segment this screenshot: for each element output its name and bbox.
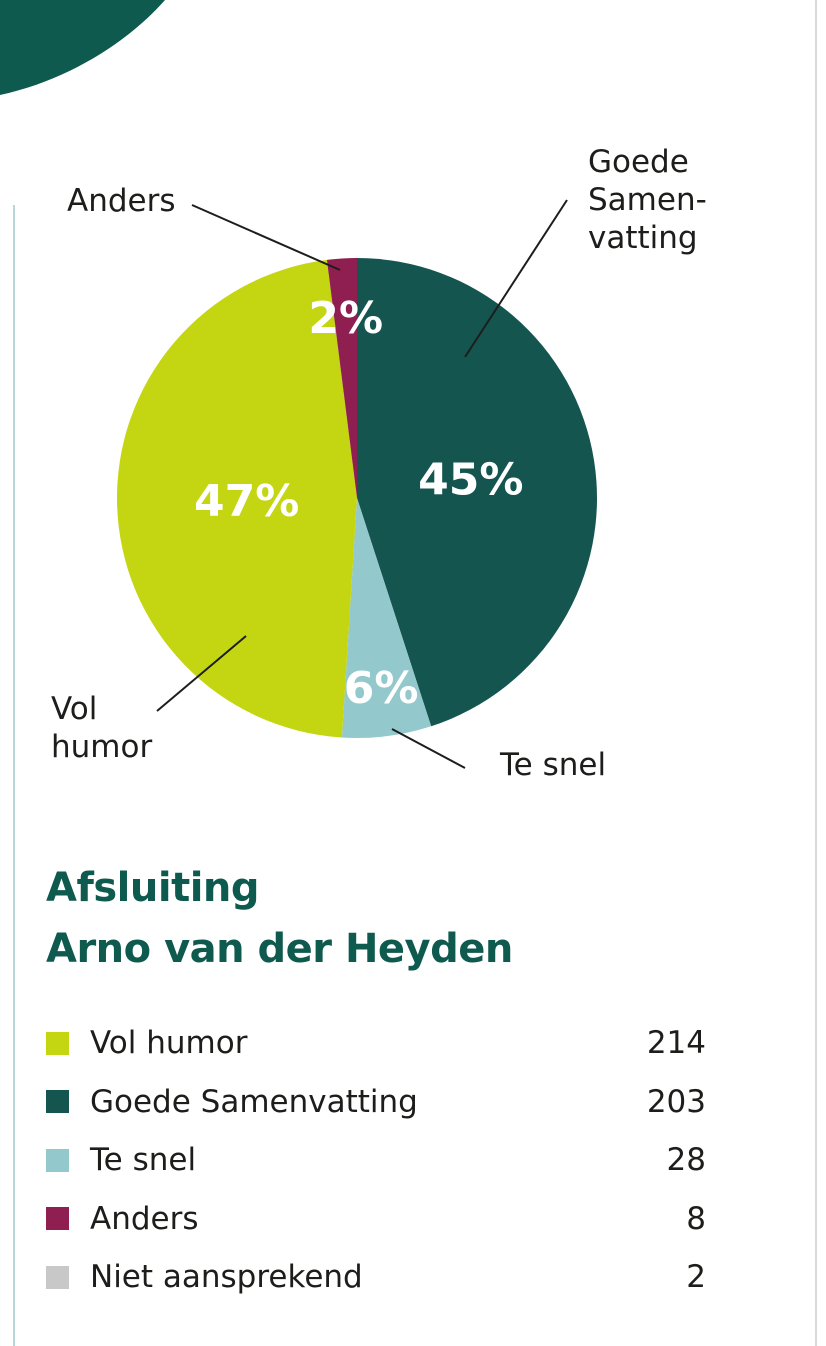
pie-chart: 45% 6% 47% 2% — [116, 199, 597, 769]
legend-label-te-snel: Te snel — [90, 1142, 197, 1179]
legend-list: Vol humor 214 Goede Samenvatting 203 Te … — [46, 1014, 706, 1307]
legend-label-goede-samenvatting: Goede Samenvatting — [90, 1083, 418, 1120]
pie-leader-lines — [156, 199, 568, 769]
legend-row-niet-aansprekend: Niet aansprekend 2 — [46, 1248, 706, 1307]
pie-percent-label-te-snel: 6% — [344, 663, 419, 714]
pie-percent-label-vol-humor: 47% — [194, 476, 299, 527]
legend-count-niet-aansprekend: 2 — [686, 1259, 706, 1296]
legend-swatch-vol-humor — [46, 1031, 69, 1055]
legend-count-vol-humor: 214 — [646, 1025, 706, 1062]
legend-label-vol-humor: Vol humor — [90, 1025, 248, 1062]
left-divider-rule — [13, 205, 15, 1346]
callout-anders-label: Anders — [67, 183, 176, 219]
callout-goede-samenvatting: Goede Samen- vatting — [588, 143, 707, 257]
legend-label-niet-aansprekend: Niet aansprekend — [90, 1259, 363, 1296]
leader-line-goede-samenvatting — [464, 199, 568, 358]
pie-percent-label-anders: 2% — [308, 293, 383, 344]
section-title: Afsluiting Arno van der Heyden — [46, 858, 513, 980]
section-title-line2: Arno van der Heyden — [46, 926, 513, 972]
callout-vol-humor-line2: humor — [51, 729, 153, 765]
legend-count-anders: 8 — [686, 1200, 706, 1237]
leader-line-te-snel — [391, 728, 466, 769]
pie-percent-labels: 45% 6% 47% 2% — [194, 293, 523, 714]
decorative-corner-shape — [0, 0, 165, 95]
callout-anders: Anders — [67, 182, 176, 220]
legend-row-vol-humor: Vol humor 214 — [46, 1014, 706, 1073]
pie-slices — [116, 258, 597, 739]
section-title-line1: Afsluiting — [46, 865, 260, 911]
right-divider-rule — [815, 0, 817, 1346]
leader-line-anders — [191, 204, 341, 271]
legend-swatch-anders — [46, 1207, 69, 1231]
pie-slice-goede-samenvatting — [357, 258, 597, 727]
legend-swatch-te-snel — [46, 1148, 69, 1172]
legend-row-goede-samenvatting: Goede Samenvatting 203 — [46, 1073, 706, 1132]
callout-vol-humor: Vol humor — [51, 690, 152, 766]
legend-count-te-snel: 28 — [666, 1142, 706, 1179]
pie-slice-te-snel — [341, 498, 432, 739]
legend-swatch-niet-aansprekend — [46, 1265, 69, 1289]
legend-swatch-goede-samenvatting — [46, 1090, 69, 1114]
leader-line-vol-humor — [156, 635, 247, 712]
legend-row-anders: Anders 8 — [46, 1190, 706, 1249]
callout-te-snel-label: Te snel — [500, 747, 607, 783]
legend-label-anders: Anders — [90, 1200, 199, 1237]
pie-slice-vol-humor — [116, 259, 357, 738]
legend-count-goede-samenvatting: 203 — [646, 1083, 706, 1120]
legend-row-te-snel: Te snel 28 — [46, 1131, 706, 1190]
pie-slice-anders — [326, 258, 357, 498]
callout-goede-samenvatting-line1: Goede — [588, 144, 689, 180]
callout-goede-samenvatting-line3: vatting — [588, 220, 698, 256]
callout-goede-samenvatting-line2: Samen- — [588, 182, 707, 218]
callout-vol-humor-line1: Vol — [51, 691, 98, 727]
pie-percent-label-goede-samenvatting: 45% — [418, 454, 523, 505]
callout-te-snel: Te snel — [500, 746, 606, 784]
